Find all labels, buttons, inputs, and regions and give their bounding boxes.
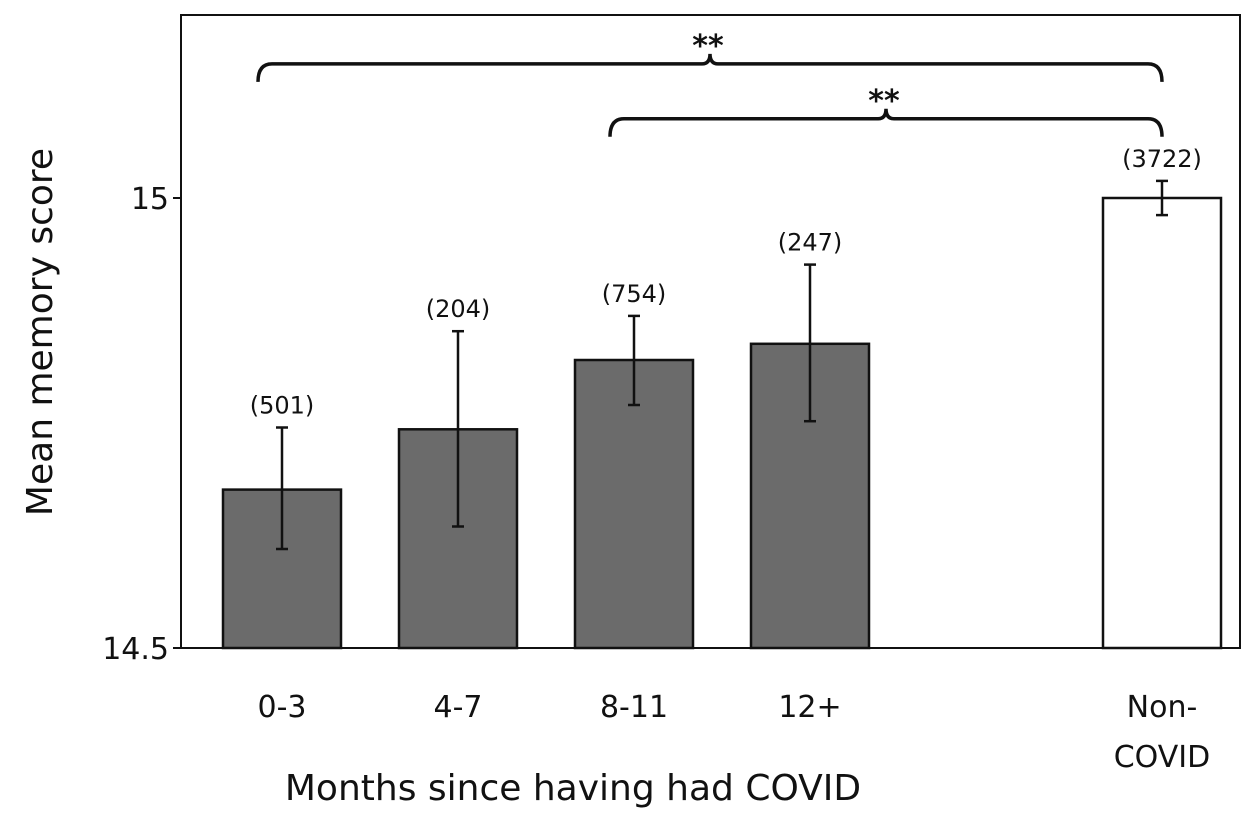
significance-brackets-layer: ** ** (256, 29, 1164, 137)
sample-size-label-8-11: (754) (602, 280, 667, 308)
sample-size-labels-layer: (501) (204) (754) (247) (3722) (250, 145, 1202, 420)
sample-size-label-non-covid: (3722) (1122, 145, 1202, 173)
significance-bracket-2 (608, 108, 1164, 137)
x-tick-label-non-covid-1: Non- (1127, 690, 1198, 725)
y-axis-ticks: 14.5 15 (102, 182, 181, 667)
x-tick-label-12plus: 12+ (778, 690, 841, 725)
error-bars-layer (276, 179, 1168, 551)
significance-bracket-1 (256, 53, 1164, 82)
x-tick-label-4-7: 4-7 (434, 690, 483, 725)
plot-area-frame (180, 14, 1241, 649)
x-axis-ticks: 0-3 4-7 8-11 12+ Non- COVID (258, 690, 1211, 775)
x-tick-label-0-3: 0-3 (258, 690, 307, 725)
significance-label-1: ** (692, 29, 724, 64)
y-tick-label-15: 15 (131, 182, 169, 217)
x-tick-label-non-covid-2: COVID (1114, 740, 1211, 775)
x-axis-title: Months since having had COVID (285, 768, 861, 809)
sample-size-label-12plus: (247) (778, 229, 843, 257)
sample-size-label-4-7: (204) (426, 295, 491, 323)
x-tick-label-8-11: 8-11 (600, 690, 668, 725)
bar-non-covid (1101, 196, 1223, 650)
y-tick-label-14-5: 14.5 (102, 632, 169, 667)
sample-size-label-0-3: (501) (250, 392, 315, 420)
y-axis-title: Mean memory score (20, 148, 61, 516)
significance-label-2: ** (868, 84, 900, 119)
bars-layer (221, 196, 1223, 650)
